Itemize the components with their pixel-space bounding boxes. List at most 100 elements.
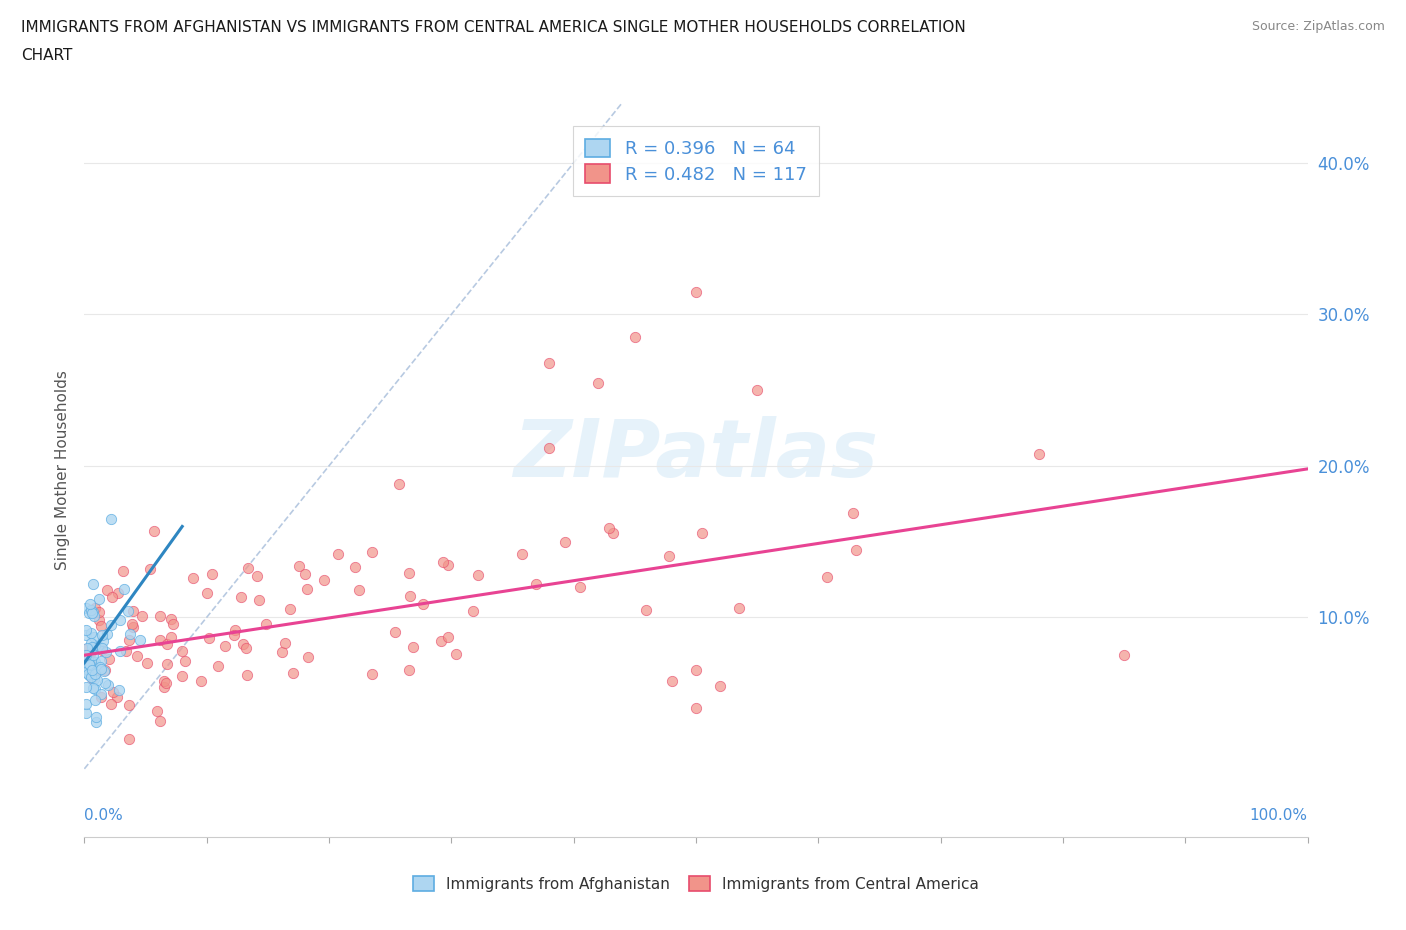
Point [728, 600, 751, 615]
Point [84, 666, 107, 681]
Point [80, 654, 103, 669]
Point [75, 647, 97, 662]
Point [82, 640, 104, 655]
Point [143, 523, 166, 538]
Point [146, 703, 169, 718]
Point [136, 655, 159, 670]
Point [125, 649, 148, 664]
Point [82, 605, 104, 620]
Point [229, 590, 252, 604]
Point [172, 669, 194, 684]
Point [83, 608, 105, 623]
Point [82, 656, 104, 671]
Point [288, 558, 311, 573]
Point [388, 476, 411, 491]
Point [153, 673, 176, 688]
Point [747, 382, 769, 397]
Point [75, 697, 97, 711]
Point [634, 603, 657, 618]
Point [685, 701, 707, 716]
Point [160, 630, 183, 644]
Point [80, 671, 103, 685]
Point [658, 549, 681, 564]
Point [75, 679, 97, 694]
Point [160, 612, 183, 627]
Point [201, 566, 224, 581]
Point [93, 664, 115, 679]
Point [100, 697, 122, 711]
Point [91, 627, 114, 642]
Point [75, 622, 97, 637]
Point [254, 617, 277, 631]
Point [842, 506, 865, 521]
Point [398, 565, 420, 580]
Point [709, 678, 731, 693]
Text: Source: ZipAtlas.com: Source: ZipAtlas.com [1251, 20, 1385, 33]
Point [162, 617, 184, 631]
Point [412, 597, 434, 612]
Point [294, 567, 316, 582]
Point [90, 690, 112, 705]
Point [96, 583, 118, 598]
Point [156, 657, 179, 671]
Point [75, 665, 97, 680]
Point [207, 658, 229, 673]
Point [281, 666, 304, 681]
Point [108, 613, 131, 628]
Point [312, 573, 335, 588]
Text: ZIPatlas: ZIPatlas [513, 416, 879, 494]
Point [98, 652, 121, 667]
Point [114, 644, 136, 658]
Point [598, 521, 620, 536]
Point [90, 641, 112, 656]
Point [398, 663, 420, 678]
Point [77, 668, 100, 683]
Point [232, 636, 254, 651]
Point [297, 650, 319, 665]
Point [80, 670, 103, 684]
Point [75, 705, 97, 720]
Point [75, 641, 97, 656]
Point [91, 643, 114, 658]
Point [181, 570, 204, 585]
Y-axis label: Single Mother Households: Single Mother Households [55, 370, 70, 569]
Point [79, 646, 101, 661]
Point [538, 355, 561, 370]
Point [108, 683, 131, 698]
Point [569, 579, 592, 594]
Point [538, 440, 561, 455]
Point [77, 657, 100, 671]
Point [815, 570, 838, 585]
Point [80, 625, 103, 640]
Text: 100.0%: 100.0% [1250, 808, 1308, 823]
Point [149, 713, 172, 728]
Point [87, 638, 110, 653]
Point [91, 633, 114, 648]
Point [153, 680, 176, 695]
Point [76, 640, 98, 655]
Point [685, 663, 707, 678]
Point [89, 659, 111, 674]
Point [100, 512, 122, 526]
Point [96, 627, 118, 642]
Point [624, 329, 647, 344]
Point [274, 636, 297, 651]
Point [173, 654, 195, 669]
Point [236, 560, 259, 575]
Point [75, 601, 97, 616]
Point [87, 604, 110, 619]
Point [586, 375, 609, 390]
Point [82, 681, 104, 696]
Point [360, 545, 382, 560]
Point [467, 568, 489, 583]
Point [235, 641, 257, 656]
Point [122, 604, 145, 618]
Point [80, 603, 103, 618]
Text: CHART: CHART [21, 48, 73, 63]
Point [149, 609, 172, 624]
Point [84, 692, 107, 707]
Point [1114, 648, 1136, 663]
Point [361, 667, 384, 682]
Point [80, 664, 103, 679]
Point [685, 285, 707, 299]
